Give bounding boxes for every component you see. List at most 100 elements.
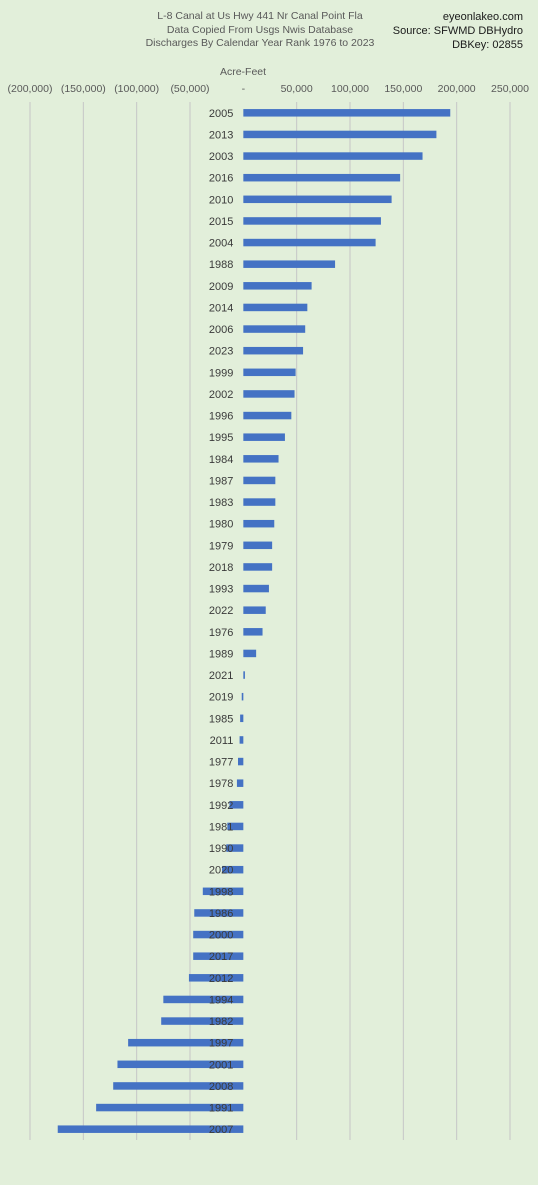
- bar: [229, 801, 244, 809]
- source-line: DBKey: 02855: [452, 39, 523, 51]
- bar: [243, 173, 401, 182]
- category-label: 2023: [209, 346, 233, 358]
- bar: [193, 952, 244, 960]
- category-label: 2020: [209, 865, 233, 877]
- bar: [243, 498, 276, 506]
- category-label: 2014: [209, 302, 233, 314]
- category-label: 2009: [209, 281, 233, 293]
- category-label: 1976: [209, 627, 233, 639]
- bar: [193, 930, 244, 939]
- category-label: 2012: [209, 973, 233, 985]
- category-label: 1992: [209, 800, 233, 812]
- bar: [222, 865, 244, 874]
- category-label: 1995: [209, 432, 233, 444]
- bar: [243, 541, 273, 550]
- category-label: 2016: [209, 173, 233, 185]
- bar: [243, 368, 296, 377]
- x-tick-label: (200,000): [8, 83, 53, 95]
- bar: [243, 433, 285, 441]
- chart-title-line: Data Copied From Usgs Nwis Database: [166, 23, 354, 36]
- category-label: 1993: [209, 584, 233, 596]
- bar: [238, 757, 244, 766]
- bar: [236, 779, 244, 787]
- category-label: 2011: [210, 735, 234, 747]
- category-label: 1990: [209, 843, 233, 855]
- category-label: 1983: [209, 497, 233, 509]
- category-label: 1986: [209, 908, 233, 920]
- source-block: eyeonlakeo.com Source: SFWMD DBHydro DBK…: [393, 10, 523, 52]
- category-label: 2006: [209, 324, 233, 336]
- bar: [243, 130, 437, 139]
- chart-title-line: L-8 Canal at Us Hwy 441 Nr Canal Point F…: [157, 10, 363, 22]
- x-axis-label: Acre-Feet: [219, 66, 267, 78]
- category-label: 2004: [209, 238, 233, 250]
- category-label: 1979: [209, 540, 233, 552]
- category-label: 1978: [209, 778, 233, 790]
- category-label: 1981: [209, 821, 233, 833]
- bar: [243, 238, 376, 247]
- category-label: 2019: [209, 692, 233, 704]
- category-label: 2021: [209, 670, 233, 682]
- category-label: 2003: [209, 151, 233, 163]
- bar: [243, 671, 245, 679]
- x-tick-label: (50,000): [170, 83, 209, 95]
- category-label: 2022: [209, 605, 233, 617]
- category-label: 1991: [209, 1103, 233, 1115]
- bar: [243, 584, 269, 593]
- bar: [239, 736, 244, 744]
- source-line: eyeonlakeo.com: [442, 11, 523, 23]
- bar: [243, 325, 306, 333]
- category-label: 1982: [209, 1016, 233, 1028]
- category-label: 1984: [209, 454, 233, 466]
- bar: [240, 714, 244, 723]
- category-label: 1989: [209, 648, 233, 660]
- bar: [243, 282, 312, 290]
- category-label: 1980: [209, 519, 233, 531]
- bar: [163, 995, 244, 1004]
- category-label: 2015: [209, 216, 233, 228]
- bar: [243, 628, 263, 636]
- category-label: 2005: [209, 108, 233, 120]
- category-label: 2017: [209, 951, 233, 963]
- x-tick-label: -: [242, 83, 246, 95]
- bar: [243, 455, 279, 463]
- category-label: 2008: [209, 1081, 233, 1093]
- category-label: 2010: [209, 194, 233, 206]
- x-tick-label: (150,000): [61, 83, 106, 95]
- x-tick-label: 100,000: [331, 83, 369, 95]
- bar: [243, 390, 295, 398]
- category-label: 2001: [209, 1059, 233, 1071]
- category-label: 2007: [209, 1124, 233, 1136]
- bar: [243, 476, 276, 485]
- bar: [117, 1060, 244, 1069]
- x-tick-label: 200,000: [438, 83, 476, 95]
- bar: [57, 1125, 244, 1133]
- bar: [113, 1082, 244, 1090]
- bar: [243, 195, 392, 204]
- x-tick-label: 50,000: [281, 83, 313, 95]
- bar: [96, 1103, 244, 1112]
- bar: [243, 606, 266, 614]
- bar: [243, 411, 292, 420]
- bar: [243, 260, 336, 268]
- bar: [243, 346, 304, 355]
- category-label: 1985: [209, 713, 233, 725]
- bar: [188, 974, 244, 982]
- category-label: 1997: [209, 1038, 233, 1050]
- category-label: 1996: [209, 411, 233, 423]
- category-label: 1994: [209, 994, 233, 1006]
- bar: [243, 519, 275, 528]
- category-label: 2002: [209, 389, 233, 401]
- bar: [243, 649, 257, 658]
- category-label: 1999: [209, 367, 233, 379]
- category-label: 1977: [209, 757, 233, 769]
- bar: [202, 887, 244, 896]
- category-label: 1998: [209, 886, 233, 898]
- category-label: 1988: [209, 259, 233, 271]
- bar: [243, 109, 451, 117]
- chart-title-line: Discharges By Calendar Year Rank 1976 to…: [145, 37, 375, 49]
- x-tick-label: 250,000: [491, 83, 529, 95]
- bar: [243, 217, 381, 225]
- bar: [194, 909, 244, 917]
